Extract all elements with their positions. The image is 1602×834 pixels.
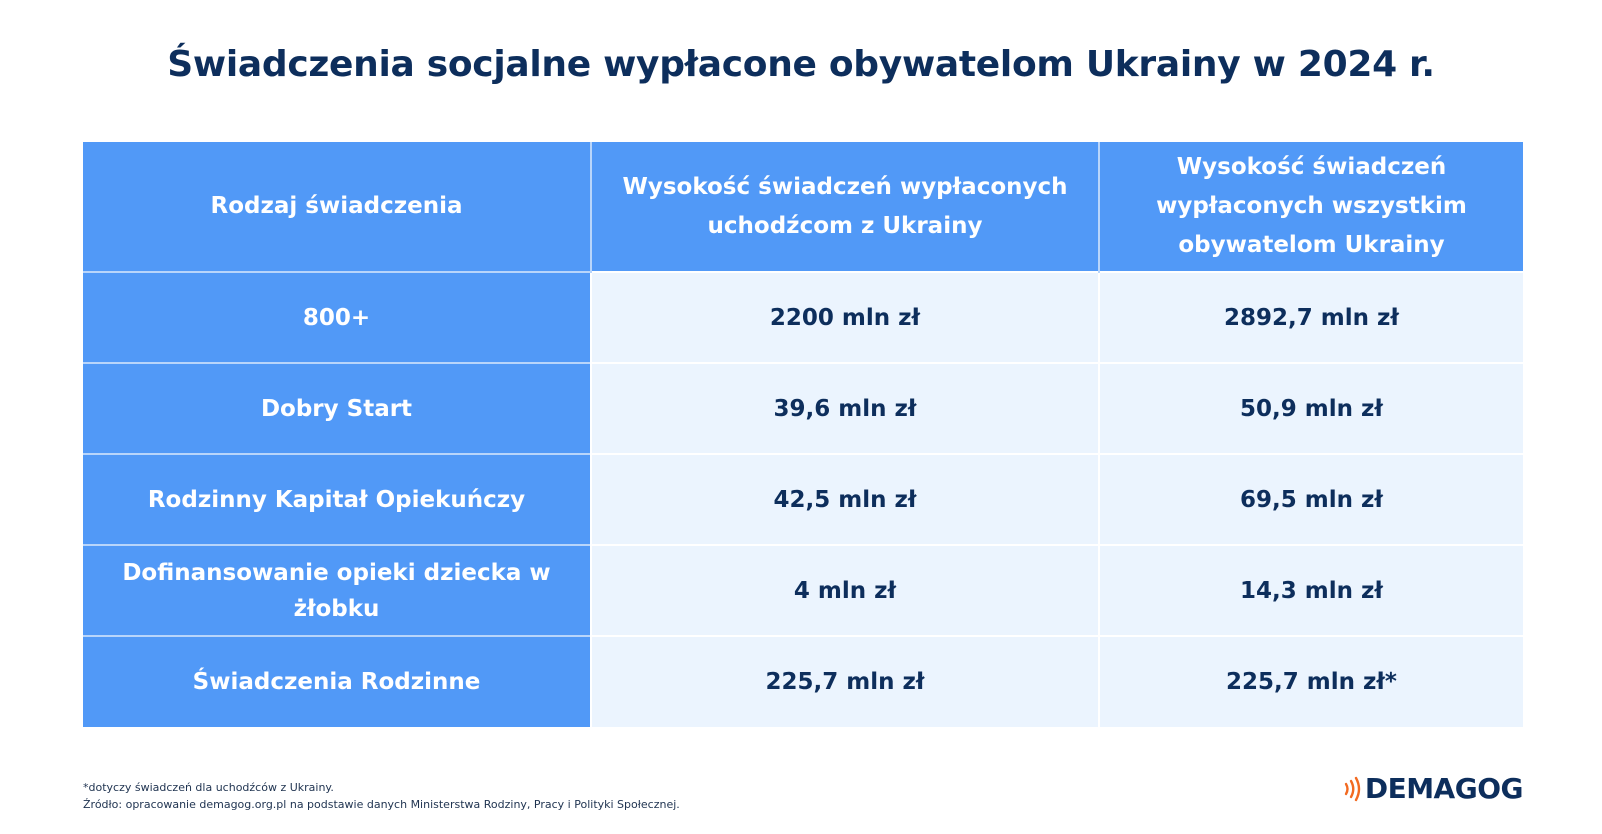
refugees-value: 225,7 mln zł [590, 635, 1099, 727]
table-row: Dofinansowanie opieki dziecka w żłobku 4… [83, 544, 1523, 636]
table-row: Świadczenia Rodzinne 225,7 mln zł 225,7 … [83, 635, 1523, 727]
all-citizens-value: 50,9 mln zł [1098, 362, 1523, 454]
table-row: 800+ 2200 mln zł 2892,7 mln zł [83, 271, 1523, 363]
all-citizens-value: 69,5 mln zł [1098, 453, 1523, 545]
all-citizens-value: 14,3 mln zł [1098, 544, 1523, 636]
row-label: Świadczenia Rodzinne [83, 635, 591, 727]
footnote: *dotyczy świadczeń dla uchodźców z Ukrai… [83, 779, 680, 813]
table-row: Dobry Start 39,6 mln zł 50,9 mln zł [83, 362, 1523, 454]
refugees-value: 39,6 mln zł [590, 362, 1099, 454]
page-title: Świadczenia socjalne wypłacone obywatelo… [167, 44, 1435, 85]
row-label: 800+ [83, 271, 591, 363]
asterisk-note: *dotyczy świadczeń dla uchodźców z Ukrai… [83, 781, 334, 794]
table-row: Rodzinny Kapitał Opiekuńczy 42,5 mln zł … [83, 453, 1523, 545]
all-citizens-value: 2892,7 mln zł [1098, 271, 1523, 363]
refugees-value: 2200 mln zł [590, 271, 1099, 363]
column-header-refugees: Wysokość świadczeń wypłaconych uchodźcom… [591, 142, 1100, 272]
row-label: Dofinansowanie opieki dziecka w żłobku [83, 544, 591, 636]
demagog-logo: DEMAGOG [1343, 772, 1524, 805]
source-note: Źródło: opracowanie demagog.org.pl na po… [83, 798, 680, 811]
all-citizens-value: 225,7 mln zł* [1098, 635, 1523, 727]
refugees-value: 4 mln zł [590, 544, 1099, 636]
column-header-all-citizens: Wysokość świadczeń wypłaconych wszystkim… [1099, 142, 1523, 272]
table-header-row: Rodzaj świadczenia Wysokość świadczeń wy… [83, 142, 1523, 272]
column-header-benefit-type: Rodzaj świadczenia [83, 142, 592, 272]
refugees-value: 42,5 mln zł [590, 453, 1099, 545]
row-label: Dobry Start [83, 362, 591, 454]
row-label: Rodzinny Kapitał Opiekuńczy [83, 453, 591, 545]
benefits-table: Rodzaj świadczenia Wysokość świadczeń wy… [83, 142, 1523, 727]
sound-waves-icon [1344, 776, 1361, 801]
logo-text: DEMAGOG [1364, 772, 1524, 805]
